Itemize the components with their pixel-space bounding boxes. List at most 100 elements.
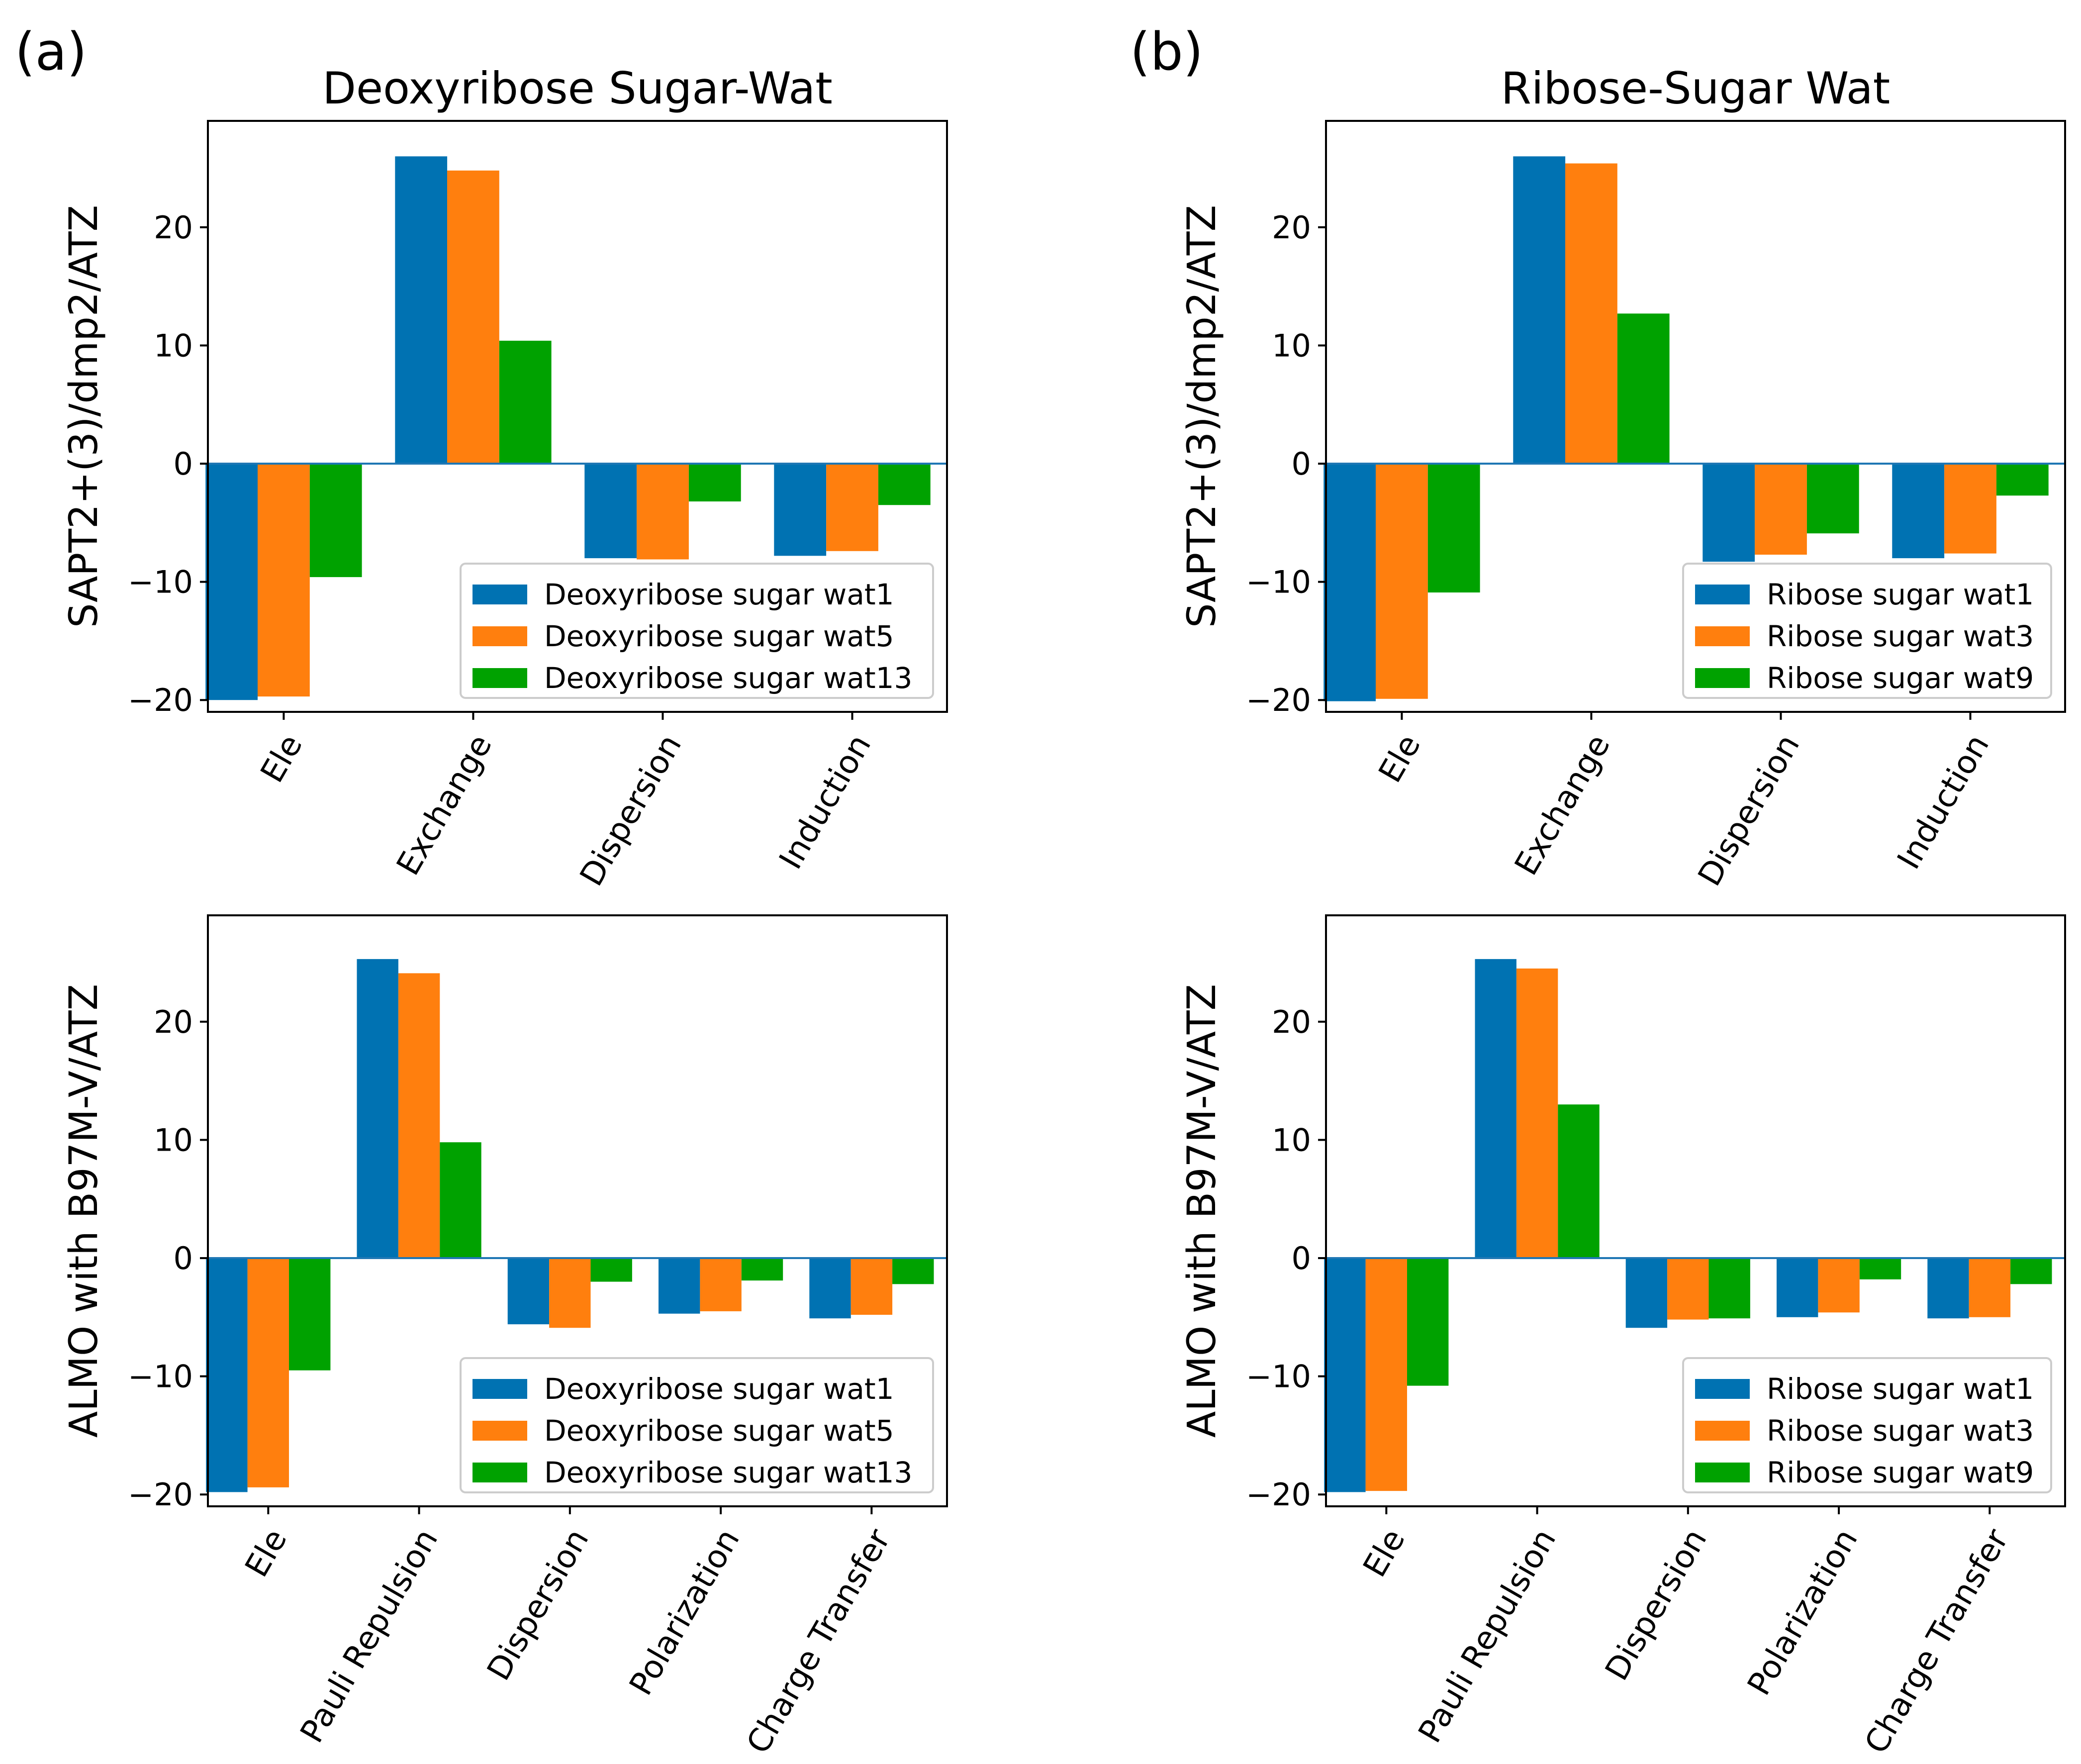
legend-swatch <box>1695 585 1750 604</box>
bar-ribose-sugar-wat1-exchange <box>1513 156 1566 464</box>
bar-ribose-sugar-wat3-dispersion <box>1667 1258 1709 1320</box>
bar-deoxyribose-sugar-wat13-ele <box>289 1258 331 1371</box>
bar-ribose-sugar-wat3-polarization <box>1818 1258 1860 1313</box>
bar-ribose-sugar-wat3-dispersion <box>1755 464 1807 555</box>
y-tick-label: 0 <box>174 446 193 482</box>
y-tick-label: 0 <box>174 1240 193 1276</box>
y-axis-label: ALMO with B97M-V/ATZ <box>1180 984 1225 1438</box>
bar-ribose-sugar-wat9-ele <box>1427 464 1480 592</box>
panel-label: (a) <box>15 21 87 82</box>
bar-deoxyribose-sugar-wat5-ele <box>247 1258 289 1487</box>
plot-frame <box>1325 120 2066 713</box>
y-tick-label: 10 <box>1272 1122 1311 1158</box>
legend-swatch <box>1695 1421 1750 1441</box>
bar-ribose-sugar-wat9-dispersion <box>1806 464 1859 534</box>
y-axis-label: SAPT2+(3)/dmp2/ATZ <box>1180 205 1225 628</box>
bar-deoxyribose-sugar-wat13-exchange <box>499 340 552 464</box>
bar-deoxyribose-sugar-wat1-induction <box>774 464 827 556</box>
bar-ribose-sugar-wat1-ele <box>1324 464 1376 701</box>
bar-deoxyribose-sugar-wat5-pauli-repulsion <box>398 973 440 1258</box>
bar-deoxyribose-sugar-wat5-dispersion <box>549 1258 591 1328</box>
bar-deoxyribose-sugar-wat5-exchange <box>447 170 499 464</box>
y-tick-label: 10 <box>1272 327 1311 364</box>
bar-deoxyribose-sugar-wat1-ele <box>205 464 258 700</box>
y-tick-label: −20 <box>128 682 193 718</box>
legend-label: Ribose sugar wat3 <box>1767 1414 2034 1448</box>
y-tick-label: 0 <box>1292 1240 1311 1276</box>
y-tick-label: −10 <box>128 564 193 600</box>
bar-ribose-sugar-wat9-induction <box>1996 464 2049 496</box>
legend-label: Ribose sugar wat9 <box>1767 1456 2034 1489</box>
y-tick-label: −10 <box>128 1359 193 1395</box>
bar-ribose-sugar-wat3-exchange <box>1565 163 1617 464</box>
y-tick-label: 20 <box>154 1004 193 1040</box>
bar-ribose-sugar-wat1-induction <box>1892 464 1945 559</box>
bar-deoxyribose-sugar-wat13-ele <box>309 464 362 578</box>
bar-ribose-sugar-wat9-pauli-repulsion <box>1558 1104 1600 1259</box>
legend: Ribose sugar wat1 Ribose sugar wat3 Ribose… <box>1682 1357 2052 1493</box>
bar-deoxyribose-sugar-wat13-polarization <box>741 1258 783 1281</box>
bar-ribose-sugar-wat3-induction <box>1944 464 1996 554</box>
bars <box>205 156 931 700</box>
y-tick-label: 20 <box>1272 209 1311 246</box>
bar-deoxyribose-sugar-wat1-ele <box>206 1258 248 1492</box>
bar-ribose-sugar-wat1-dispersion <box>1703 464 1755 562</box>
legend-label: Deoxyribose sugar wat13 <box>544 1456 912 1489</box>
bar-ribose-sugar-wat1-ele <box>1324 1258 1366 1492</box>
bar-ribose-sugar-wat9-exchange <box>1617 313 1670 464</box>
bar-deoxyribose-sugar-wat13-pauli-repulsion <box>440 1142 481 1258</box>
bar-deoxyribose-sugar-wat13-induction <box>878 464 931 505</box>
bars <box>1324 156 2049 701</box>
bar-ribose-sugar-wat9-ele <box>1407 1258 1449 1386</box>
y-tick-label: 10 <box>154 1122 193 1158</box>
bar-deoxyribose-sugar-wat1-dispersion <box>584 464 637 559</box>
legend-swatch <box>1695 1379 1750 1399</box>
y-tick-label: −20 <box>128 1476 193 1513</box>
bar-ribose-sugar-wat3-ele <box>1376 464 1428 699</box>
y-tick-label: 0 <box>1292 446 1311 482</box>
bar-deoxyribose-sugar-wat1-dispersion <box>507 1258 550 1325</box>
y-tick-label: 20 <box>154 209 193 246</box>
bar-ribose-sugar-wat1-pauli-repulsion <box>1475 959 1516 1258</box>
y-tick-label: −10 <box>1246 564 1311 600</box>
y-tick-label: −20 <box>1246 682 1311 718</box>
legend-label: Deoxyribose sugar wat13 <box>544 661 912 695</box>
bar-deoxyribose-sugar-wat5-ele <box>258 464 310 697</box>
bar-ribose-sugar-wat1-dispersion <box>1625 1258 1668 1328</box>
legend-swatch <box>473 626 527 646</box>
bar-deoxyribose-sugar-wat13-dispersion <box>590 1258 632 1282</box>
bar-deoxyribose-sugar-wat1-exchange <box>395 156 448 464</box>
legend-swatch <box>1695 626 1750 646</box>
bar-deoxyribose-sugar-wat5-polarization <box>700 1258 742 1311</box>
bar-deoxyribose-sugar-wat1-charge-transfer <box>809 1258 851 1319</box>
legend-label: Deoxyribose sugar wat5 <box>544 1414 894 1448</box>
legend-swatch <box>1695 668 1750 688</box>
y-axis-label: SAPT2+(3)/dmp2/ATZ <box>62 205 106 628</box>
bar-ribose-sugar-wat3-ele <box>1365 1258 1407 1491</box>
bar-deoxyribose-sugar-wat13-charge-transfer <box>892 1258 934 1284</box>
y-tick-label: 10 <box>154 327 193 364</box>
bar-ribose-sugar-wat9-polarization <box>1859 1258 1901 1279</box>
legend-swatch <box>1695 1463 1750 1482</box>
bar-deoxyribose-sugar-wat5-dispersion <box>637 464 689 560</box>
legend-label: Deoxyribose sugar wat5 <box>544 619 894 653</box>
bar-ribose-sugar-wat9-charge-transfer <box>2010 1258 2052 1284</box>
legend: Deoxyribose sugar wat1 Deoxyribose sugar … <box>460 1357 934 1493</box>
bar-ribose-sugar-wat1-charge-transfer <box>1927 1258 1969 1319</box>
bar-deoxyribose-sugar-wat1-polarization <box>659 1258 700 1314</box>
plot-frame <box>1325 914 2066 1507</box>
legend-label: Ribose sugar wat1 <box>1767 578 2034 611</box>
bar-ribose-sugar-wat9-dispersion <box>1708 1258 1750 1319</box>
y-tick-label: 20 <box>1272 1004 1311 1040</box>
bar-ribose-sugar-wat1-polarization <box>1777 1258 1818 1317</box>
legend-swatch <box>473 1463 527 1482</box>
bars <box>1324 959 2052 1492</box>
bars <box>206 959 934 1492</box>
bar-deoxyribose-sugar-wat5-charge-transfer <box>851 1258 893 1315</box>
legend-label: Ribose sugar wat1 <box>1767 1372 2034 1406</box>
panel-label: (b) <box>1130 21 1203 82</box>
plot-frame <box>207 120 948 713</box>
legend-label: Deoxyribose sugar wat1 <box>544 1372 894 1406</box>
